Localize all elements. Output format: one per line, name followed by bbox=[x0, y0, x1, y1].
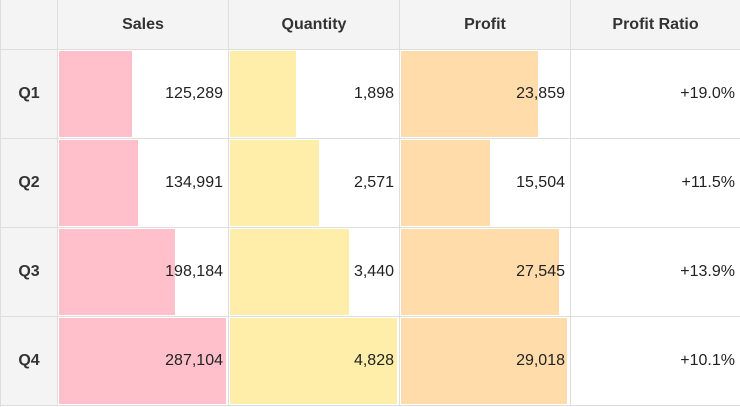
bar-sales-q3 bbox=[59, 229, 175, 315]
bar-quantity-q1 bbox=[230, 51, 296, 137]
cell-sales-q1: 125,289 bbox=[58, 50, 229, 139]
cell-profit-q2: 15,504 bbox=[400, 139, 571, 228]
cell-quantity-q1: 1,898 bbox=[229, 50, 400, 139]
bar-sales-q1 bbox=[59, 51, 132, 137]
bar-profit-q1 bbox=[401, 51, 538, 137]
cell-profit-q4: 29,018 bbox=[400, 317, 571, 406]
cell-sales-q2: 134,991 bbox=[58, 139, 229, 228]
value-label-sales-q3: 198,184 bbox=[165, 263, 223, 280]
value-label-profit_ratio-q4: +10.1% bbox=[680, 352, 735, 369]
cell-quantity-q3: 3,440 bbox=[229, 228, 400, 317]
value-label-quantity-q4: 4,828 bbox=[353, 352, 394, 369]
row-header-q4[interactable]: Q4 bbox=[1, 317, 58, 406]
value-label-sales-q2: 134,991 bbox=[165, 174, 223, 191]
row-header-q2[interactable]: Q2 bbox=[1, 139, 58, 228]
value-label-quantity-q1: 1,898 bbox=[353, 85, 394, 102]
cell-profit_ratio-q1: +19.0% bbox=[571, 50, 740, 139]
bar-sales-q4 bbox=[59, 318, 227, 404]
value-label-profit-q1: 23,859 bbox=[516, 85, 565, 102]
value-label-profit-q3: 27,545 bbox=[516, 263, 565, 280]
column-header-profit-ratio[interactable]: Profit Ratio bbox=[571, 0, 740, 50]
row-header-q3[interactable]: Q3 bbox=[1, 228, 58, 317]
cell-profit-q3: 27,545 bbox=[400, 228, 571, 317]
value-label-profit_ratio-q3: +13.9% bbox=[680, 263, 735, 280]
value-label-profit_ratio-q1: +19.0% bbox=[680, 85, 735, 102]
cell-profit_ratio-q4: +10.1% bbox=[571, 317, 740, 406]
column-header-sales[interactable]: Sales bbox=[58, 0, 229, 50]
cell-quantity-q4: 4,828 bbox=[229, 317, 400, 406]
row-header-q1[interactable]: Q1 bbox=[1, 50, 58, 139]
cell-profit_ratio-q2: +11.5% bbox=[571, 139, 740, 228]
cell-profit-q1: 23,859 bbox=[400, 50, 571, 139]
value-label-sales-q1: 125,289 bbox=[165, 85, 223, 102]
bar-profit-q4 bbox=[401, 318, 568, 404]
cell-quantity-q2: 2,571 bbox=[229, 139, 400, 228]
bar-quantity-q2 bbox=[230, 140, 319, 226]
cell-profit_ratio-q3: +13.9% bbox=[571, 228, 740, 317]
corner-header bbox=[1, 0, 58, 50]
value-label-quantity-q3: 3,440 bbox=[353, 263, 394, 280]
bar-profit-q3 bbox=[401, 229, 559, 315]
cell-sales-q3: 198,184 bbox=[58, 228, 229, 317]
bar-sales-q2 bbox=[59, 140, 138, 226]
column-header-profit[interactable]: Profit bbox=[400, 0, 571, 50]
value-label-quantity-q2: 2,571 bbox=[353, 174, 394, 191]
value-label-profit_ratio-q2: +11.5% bbox=[681, 174, 735, 191]
bar-profit-q2 bbox=[401, 140, 490, 226]
cell-sales-q4: 287,104 bbox=[58, 317, 229, 406]
column-header-quantity[interactable]: Quantity bbox=[229, 0, 400, 50]
bar-quantity-q4 bbox=[230, 318, 397, 404]
value-label-sales-q4: 287,104 bbox=[165, 352, 223, 369]
value-label-profit-q4: 29,018 bbox=[516, 352, 565, 369]
bar-quantity-q3 bbox=[230, 229, 349, 315]
value-label-profit-q2: 15,504 bbox=[516, 174, 565, 191]
